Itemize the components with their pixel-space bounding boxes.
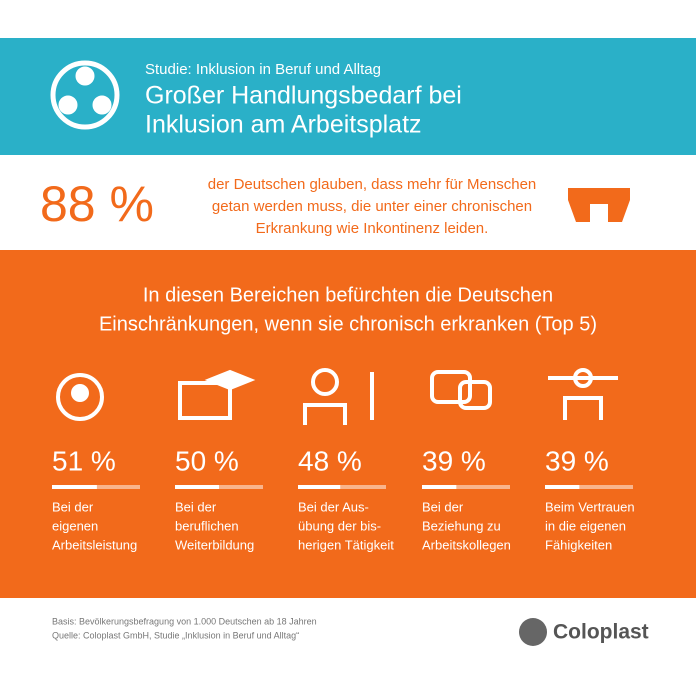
bar-track: [545, 485, 633, 489]
section-heading: In diesen Bereichen befürchten die Deuts…: [143, 284, 553, 306]
section-heading: Einschränkungen, wenn sie chronisch erkr…: [99, 313, 597, 335]
bar: [298, 485, 341, 489]
bar: [545, 485, 580, 489]
brand-logo: [519, 618, 547, 646]
highlight-text: getan werden muss, die unter einer chron…: [212, 198, 532, 215]
item-value: 51 %: [52, 445, 116, 476]
item-text: eigenen: [52, 518, 98, 533]
source: Quelle: Coloplast GmbH, Studie „Inklusio…: [52, 630, 299, 640]
section-band: [0, 250, 696, 598]
bar-track: [298, 485, 386, 489]
bar: [175, 485, 219, 489]
subtitle: Studie: Inklusion in Beruf und Alltag: [145, 61, 381, 78]
bar: [52, 485, 97, 489]
header-icon: [50, 60, 120, 130]
item-value: 39 %: [545, 445, 609, 476]
source: Basis: Bevölkerungsbefragung von 1.000 D…: [52, 616, 317, 626]
item-text: in die eigenen: [545, 518, 626, 533]
highlight-text: der Deutschen glauben, dass mehr für Men…: [208, 176, 537, 193]
item-icons: [56, 368, 618, 425]
bar: [422, 485, 457, 489]
item-text: Beim Vertrauen: [545, 499, 635, 514]
bar-track: [422, 485, 510, 489]
brand: Coloplast: [553, 621, 649, 644]
highlight-text: Erkrankung wie Inkontinenz leiden.: [256, 220, 489, 237]
item-value: 39 %: [422, 445, 486, 476]
item-text: Fähigkeiten: [545, 537, 612, 552]
item-text: Weiterbildung: [175, 537, 254, 552]
item-value: 50 %: [175, 445, 239, 476]
item-text: Bei der: [52, 499, 94, 514]
highlight-value: 88 %: [40, 176, 154, 232]
item-text: Arbeitsleistung: [52, 537, 137, 552]
title: Großer Handlungsbedarf bei: [145, 82, 462, 110]
item-text: Bei der: [175, 499, 217, 514]
item-text: herigen Tätigkeit: [298, 537, 394, 552]
item-text: übung der bis-: [298, 518, 381, 533]
item-text: Bei der: [422, 499, 464, 514]
item-text: Bei der Aus-: [298, 499, 369, 514]
product-icon: [568, 188, 630, 222]
item-text: beruflichen: [175, 518, 239, 533]
item-text: Arbeitskollegen: [422, 537, 511, 552]
item-text: Beziehung zu: [422, 518, 501, 533]
item-value: 48 %: [298, 445, 362, 476]
title: Inklusion am Arbeitsplatz: [145, 111, 422, 139]
